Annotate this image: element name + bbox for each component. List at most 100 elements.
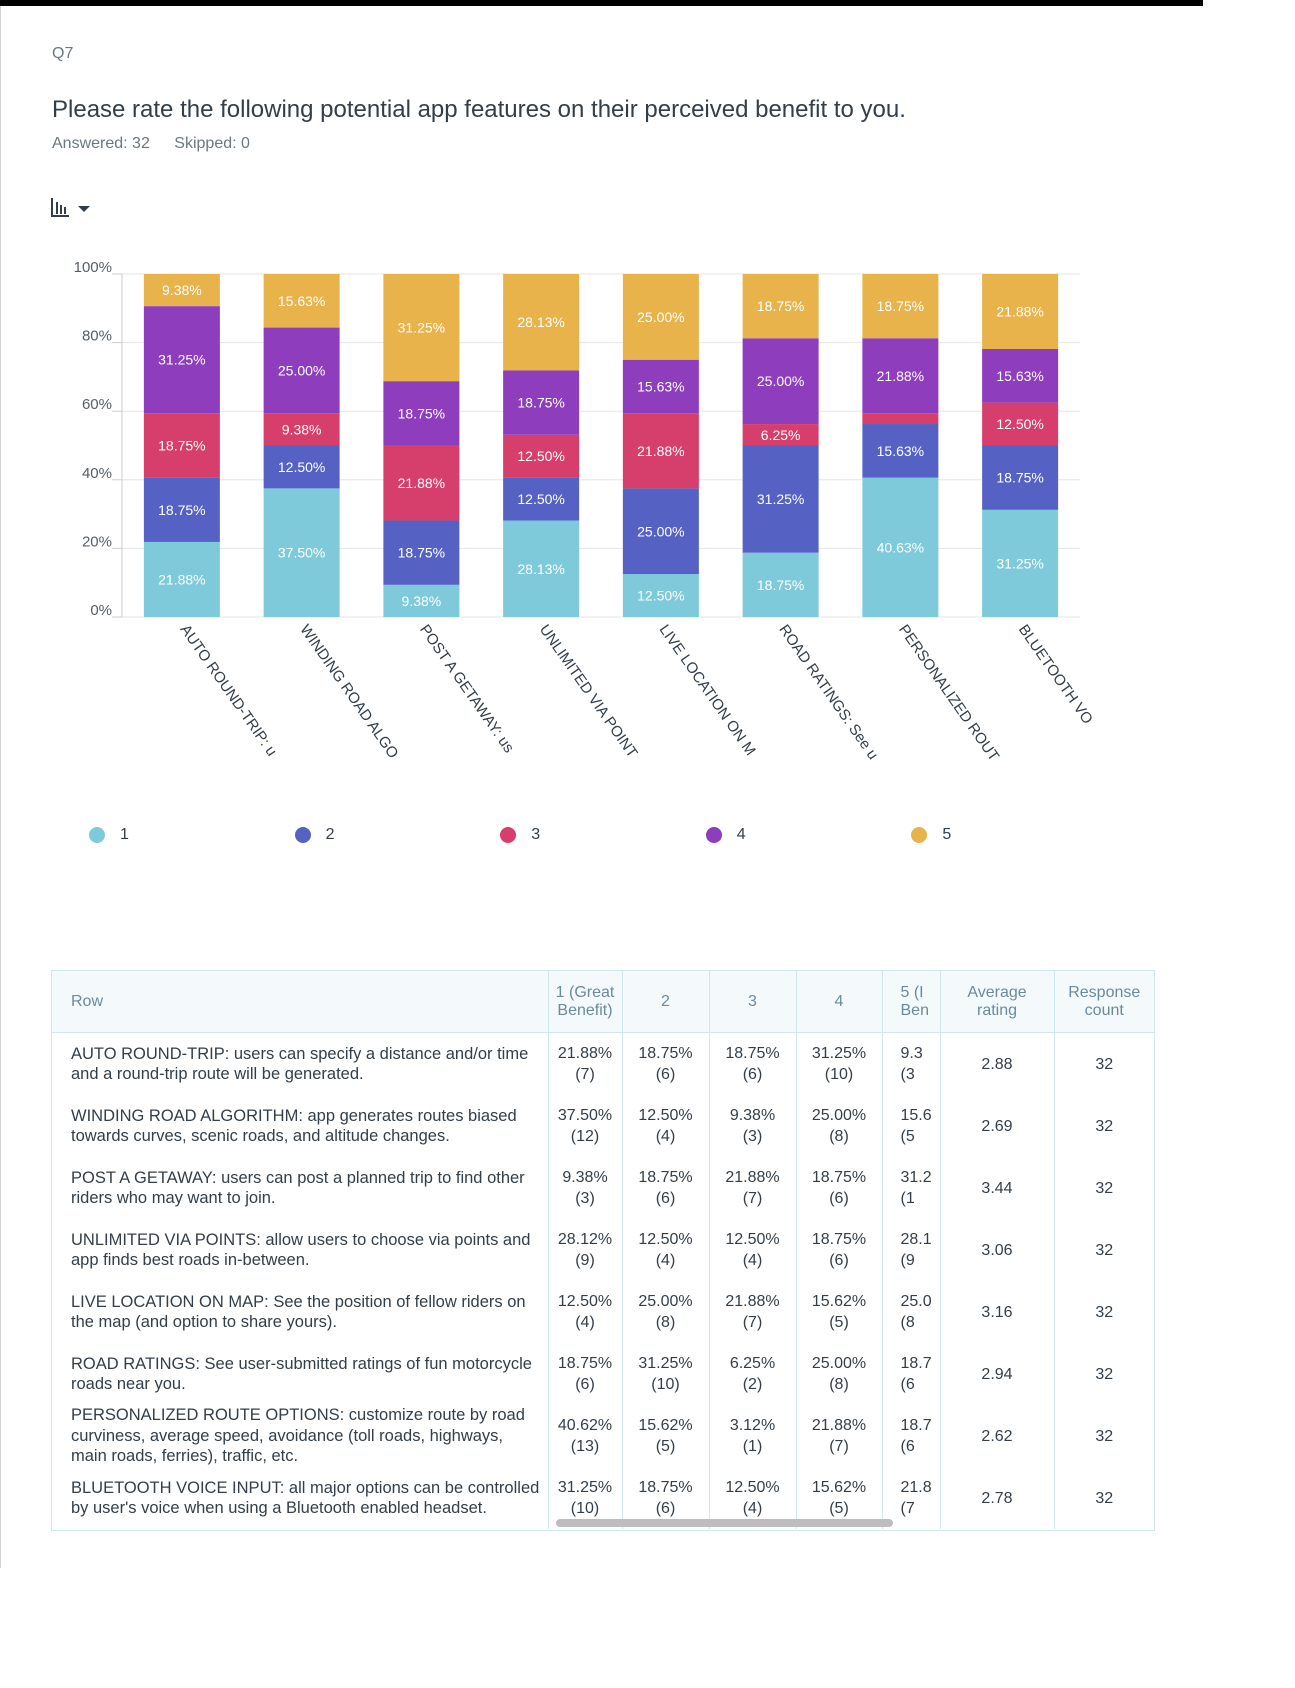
bar-segment[interactable] <box>862 413 939 425</box>
average-rating-cell: 2.62 <box>939 1405 1054 1467</box>
legend-item-2[interactable]: 2 <box>294 822 335 848</box>
bar-segment[interactable] <box>383 584 460 617</box>
data-label: 31.25% <box>158 352 205 368</box>
bar-segment[interactable] <box>263 273 340 328</box>
bar-segment[interactable] <box>263 488 340 617</box>
bar-segment[interactable] <box>862 338 939 414</box>
cell-count: (3 <box>900 1066 915 1083</box>
bar-segment[interactable] <box>982 402 1059 446</box>
y-tick-label: 80% <box>82 328 112 345</box>
bar-segment[interactable] <box>742 338 819 425</box>
column-header[interactable]: 3 <box>708 971 796 1033</box>
table-row: AUTO ROUND-TRIP: users can specify a dis… <box>52 1032 1154 1095</box>
bar-segment[interactable] <box>503 434 580 478</box>
table-cell: 15.62% (5) <box>795 1467 882 1529</box>
cell-percent: 28.12% <box>557 1231 613 1248</box>
cell-count: (10) <box>651 1376 680 1393</box>
bar-segment[interactable] <box>503 477 580 521</box>
data-label: 12.50% <box>996 416 1043 432</box>
bar-segment[interactable] <box>143 273 220 307</box>
data-label: 18.75% <box>158 437 205 453</box>
category-label: ROAD RATINGS: See u <box>775 622 881 760</box>
legend-label: 5 <box>942 826 952 843</box>
bar-segment[interactable] <box>982 445 1059 510</box>
bar-segment[interactable] <box>622 413 699 489</box>
table-cell: 31.25% (10) <box>621 1343 709 1405</box>
bar-segment[interactable] <box>263 327 340 414</box>
cell-percent: 31.25% <box>811 1045 867 1062</box>
bar-segment[interactable] <box>503 273 580 371</box>
table-cell: 12.50% (4) <box>547 1281 622 1343</box>
bar-segment[interactable] <box>143 306 220 414</box>
data-label: 12.50% <box>637 588 684 604</box>
bar-segment[interactable] <box>742 274 819 339</box>
data-label: 18.75% <box>158 502 205 518</box>
bar-segment[interactable] <box>383 381 460 446</box>
response-summary: Answered: 32 Skipped: 0 <box>52 135 250 153</box>
cell-count: (10) <box>570 1500 600 1517</box>
data-label: 18.75% <box>757 298 804 314</box>
bar-segment[interactable] <box>143 477 220 542</box>
bar-segment[interactable] <box>263 413 340 446</box>
legend-item-4[interactable]: 4 <box>705 822 746 848</box>
bar-segment[interactable] <box>383 273 460 382</box>
bar-segment[interactable] <box>503 520 580 617</box>
cell-count: (5) <box>829 1314 849 1331</box>
table-cell: 18.7 (6 <box>881 1343 940 1405</box>
table-cell: 18.75% (6) <box>795 1219 882 1281</box>
y-tick-label: 0% <box>90 602 112 619</box>
cell-percent: 12.50% <box>725 1479 780 1496</box>
cell-count: (5) <box>655 1438 676 1455</box>
legend-label: 2 <box>325 826 335 843</box>
bar-segment[interactable] <box>742 445 819 553</box>
bar-segment[interactable] <box>622 488 699 575</box>
bar-segment[interactable] <box>982 509 1059 617</box>
legend-item-3[interactable]: 3 <box>500 822 540 848</box>
bar-segment[interactable] <box>503 370 580 435</box>
cell-count: (7) <box>829 1438 849 1455</box>
bar-segment[interactable] <box>622 574 699 617</box>
bar-segment[interactable] <box>982 273 1059 350</box>
category-label: AUTO ROUND-TRIP: u <box>177 622 281 760</box>
bar-segment[interactable] <box>742 552 819 617</box>
horizontal-scrollbar[interactable] <box>556 1519 893 1527</box>
bar-segment[interactable] <box>143 413 220 478</box>
cell-percent: 21.88% <box>725 1169 780 1186</box>
column-header[interactable]: Response count <box>1053 971 1154 1033</box>
data-label: 18.75% <box>398 545 445 561</box>
average-rating-cell: 2.69 <box>939 1095 1054 1157</box>
bar-segment[interactable] <box>742 424 819 446</box>
cell-count: (4) <box>742 1252 763 1269</box>
cell-percent: 21.88% <box>725 1293 780 1310</box>
bar-segment[interactable] <box>862 477 939 617</box>
column-header[interactable]: Row <box>52 971 548 1033</box>
legend-item-5[interactable]: 5 <box>911 822 951 848</box>
table-row: UNLIMITED VIA POINTS: allow users to cho… <box>52 1219 1154 1281</box>
chart-type-dropdown[interactable] <box>50 196 96 220</box>
bar-segment[interactable] <box>143 541 220 617</box>
cell-count: (6) <box>655 1066 676 1083</box>
legend-item-1[interactable]: 1 <box>89 822 129 848</box>
column-header[interactable]: 2 <box>621 971 709 1033</box>
table-cell: 28.12% (9) <box>547 1219 622 1281</box>
bar-segment[interactable] <box>383 520 460 585</box>
table-cell: 37.50% (12) <box>547 1095 622 1157</box>
bar-segment[interactable] <box>383 445 460 521</box>
column-header[interactable]: Average rating <box>939 971 1054 1033</box>
column-header[interactable]: 5 (I Ben <box>881 971 940 1033</box>
cell-count: (6) <box>575 1376 595 1393</box>
data-label: 6.25% <box>761 427 801 443</box>
bar-segment[interactable] <box>263 445 340 489</box>
column-header[interactable]: 1 (Great Benefit) <box>547 971 622 1033</box>
cell-count: (13) <box>570 1438 600 1455</box>
column-header[interactable]: 4 <box>795 971 882 1033</box>
bar-segment[interactable] <box>862 273 939 339</box>
data-label: 15.63% <box>877 443 924 459</box>
bar-segment[interactable] <box>862 424 939 478</box>
bar-segment[interactable] <box>622 273 699 360</box>
bar-segment[interactable] <box>982 349 1059 403</box>
category-label: UNLIMITED VIA POINT <box>536 622 641 760</box>
data-label: 28.13% <box>517 561 564 577</box>
category-label: PERSONALIZED ROUT <box>895 622 1002 760</box>
bar-segment[interactable] <box>622 359 699 414</box>
